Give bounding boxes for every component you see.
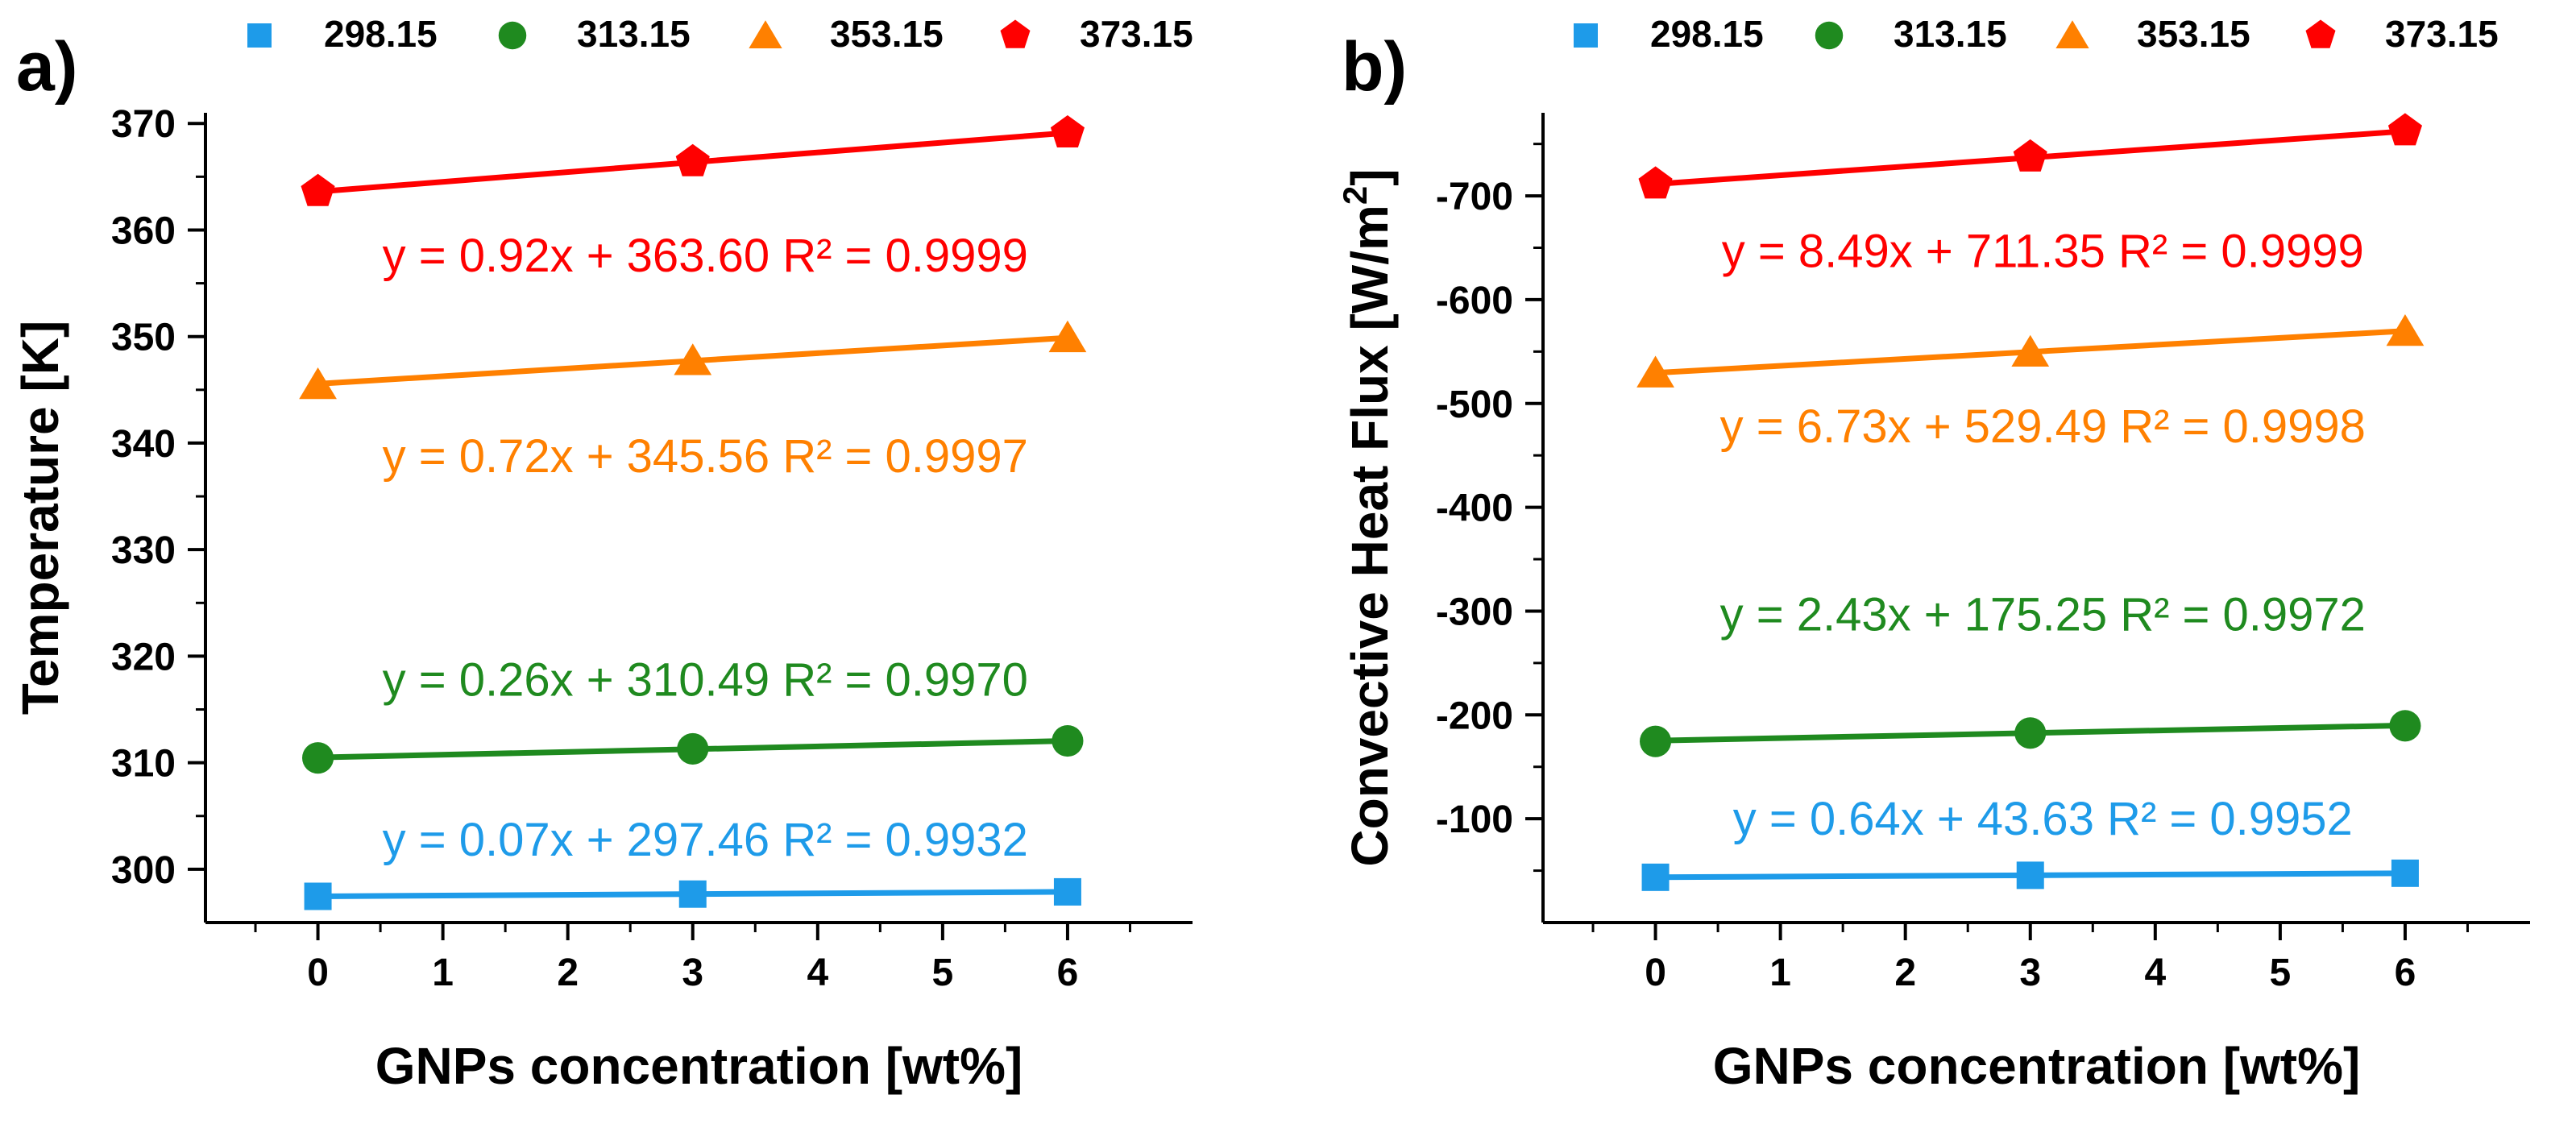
legend-marker-pentagon — [2305, 19, 2336, 48]
x-tick-label: 6 — [1057, 952, 1079, 994]
y-tick-label: 300 — [111, 849, 176, 892]
legend-marker-triangle — [2055, 20, 2089, 48]
x-tick-label: 3 — [2019, 952, 2041, 994]
x-tick-label: 0 — [307, 952, 329, 994]
legend-marker-square — [1574, 23, 1598, 48]
y-tick-label: 340 — [111, 423, 176, 466]
y-tick-label: -500 — [1436, 384, 1513, 426]
y-tick-label: -600 — [1436, 280, 1513, 322]
y-tick-label: 360 — [111, 209, 176, 252]
data-point-circle — [302, 742, 334, 774]
data-point-circle — [2014, 717, 2047, 749]
x-tick-label: 6 — [2395, 952, 2416, 994]
legend-label: 298.15 — [1650, 13, 1764, 55]
x-tick-label: 2 — [557, 952, 579, 994]
data-point-triangle — [674, 343, 712, 375]
y-axis-title-end: ] — [1341, 168, 1399, 185]
y-tick-label: 320 — [111, 636, 176, 678]
y-tick-label: -100 — [1436, 798, 1513, 841]
fit-equation: y = 0.72x + 345.56 R² = 0.9997 — [383, 430, 1028, 483]
panel-a-temperature-chart: a) 298.15 313.15 353.15 373.15 0 1 2 3 4 5 6 300 310 3… — [11, 13, 1193, 1095]
legend-marker-circle — [498, 21, 527, 50]
fit-equation: y = 0.26x + 310.49 R² = 0.9970 — [383, 654, 1028, 707]
fit-equation: y = 6.73x + 529.49 R² = 0.9998 — [1720, 400, 2366, 453]
x-axis-title: GNPs concentration [wt%] — [1713, 1037, 2361, 1095]
x-tick-label: 5 — [932, 952, 954, 994]
data-point-square — [304, 882, 332, 910]
y-tick-label: -300 — [1436, 591, 1513, 633]
legend-label: 353.15 — [830, 13, 944, 55]
data-point-square — [1641, 863, 1670, 891]
y-axis-title: Temperature [K] — [11, 321, 69, 715]
legend-label: 313.15 — [1894, 13, 2007, 55]
y-tick-label: -700 — [1436, 176, 1513, 218]
legend-label: 313.15 — [577, 13, 691, 55]
legend-label: 373.15 — [1080, 13, 1193, 55]
legend-marker-circle — [1815, 21, 1844, 50]
data-point-pentagon — [2013, 139, 2047, 172]
x-tick-label: 4 — [807, 952, 828, 994]
y-axis-title: Convective Heat Flux [W/m2] — [1336, 168, 1399, 866]
data-point-pentagon — [1050, 115, 1085, 147]
data-point-triangle — [2386, 313, 2425, 346]
data-point-square — [2391, 859, 2419, 887]
data-point-triangle — [2011, 334, 2050, 367]
y-tick-label: 310 — [111, 743, 176, 786]
x-axis-title: GNPs concentration [wt%] — [375, 1037, 1023, 1095]
y-axis-title-main: Convective Heat Flux [W/m — [1341, 205, 1399, 867]
fit-equation: y = 0.64x + 43.63 R² = 0.9952 — [1733, 793, 2353, 845]
legend-label: 373.15 — [2385, 13, 2499, 55]
x-tick-label: 2 — [1894, 952, 1916, 994]
y-tick-label: 330 — [111, 529, 176, 572]
y-tick-label: 370 — [111, 103, 176, 146]
data-point-pentagon — [675, 143, 710, 176]
data-point-square — [2016, 861, 2044, 890]
fit-equation: y = 0.92x + 363.60 R² = 0.9999 — [383, 230, 1028, 282]
fit-equation: y = 2.43x + 175.25 R² = 0.9972 — [1720, 588, 2366, 641]
data-point-pentagon — [301, 173, 335, 206]
x-tick-label: 4 — [2144, 952, 2166, 994]
data-point-pentagon — [2387, 113, 2422, 146]
data-point-triangle — [1636, 355, 1674, 388]
data-point-circle — [677, 732, 709, 765]
panel-label: b) — [1342, 28, 1407, 106]
data-point-square — [678, 880, 707, 908]
y-tick-label: 350 — [111, 317, 176, 359]
fit-equation: y = 8.49x + 711.35 R² = 0.9999 — [1722, 225, 2364, 277]
legend-marker-triangle — [749, 20, 782, 48]
data-point-pentagon — [1638, 166, 1673, 199]
x-tick-label: 1 — [1769, 952, 1791, 994]
y-axis-title-superscript: 2 — [1336, 186, 1374, 205]
panel-label: a) — [16, 28, 77, 106]
x-tick-label: 0 — [1645, 952, 1666, 994]
y-tick-label: -400 — [1436, 487, 1513, 530]
legend-marker-pentagon — [1000, 19, 1031, 48]
y-tick-label: -200 — [1436, 695, 1513, 737]
data-point-square — [1053, 877, 1081, 906]
legend-label: 298.15 — [324, 13, 438, 55]
data-point-circle — [1052, 724, 1084, 757]
data-point-triangle — [299, 367, 337, 400]
legend-label: 353.15 — [2137, 13, 2250, 55]
x-tick-label: 5 — [2270, 952, 2292, 994]
x-tick-label: 1 — [432, 952, 454, 994]
legend-marker-square — [247, 23, 272, 48]
x-tick-label: 3 — [682, 952, 703, 994]
data-point-triangle — [1048, 320, 1087, 353]
panel-b-heat-flux-chart: b) 298.15 313.15 353.15 373.15 0 1 2 3 4 5 6 -100 -20… — [1336, 13, 2530, 1095]
fit-equation: y = 0.07x + 297.46 R² = 0.9932 — [383, 814, 1028, 866]
data-point-circle — [2389, 710, 2421, 742]
data-point-circle — [1640, 725, 1672, 757]
